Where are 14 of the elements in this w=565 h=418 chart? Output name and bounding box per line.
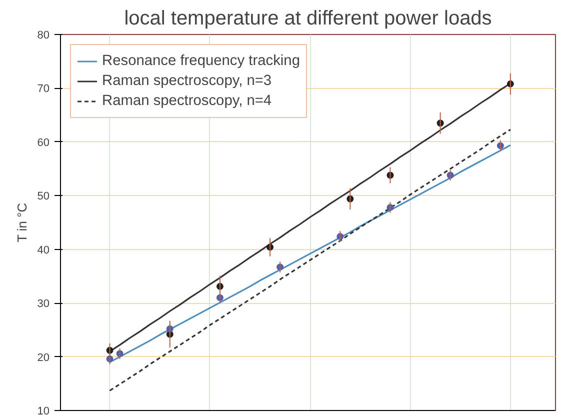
legend-label: Raman spectroscopy, n=3 [102, 73, 272, 89]
y-tick-label: 70 [37, 83, 50, 96]
y-tick-label: 40 [37, 244, 50, 256]
chart-title: local temperature at different power loads [124, 8, 492, 30]
y-tick-label: 80 [37, 30, 50, 42]
legend-label: Raman spectroscopy, n=4 [102, 93, 272, 109]
y-tick-label: 30 [37, 298, 50, 310]
legend-label: Resonance frequency tracking [102, 53, 300, 69]
y-tick-label: 50 [37, 190, 50, 203]
y-tick-label: 60 [37, 136, 50, 149]
y-axis-title: T in °C [14, 202, 30, 242]
y-tick-label: 20 [37, 352, 50, 364]
line-series [108, 128, 512, 392]
y-tick-label: 10 [37, 406, 50, 418]
